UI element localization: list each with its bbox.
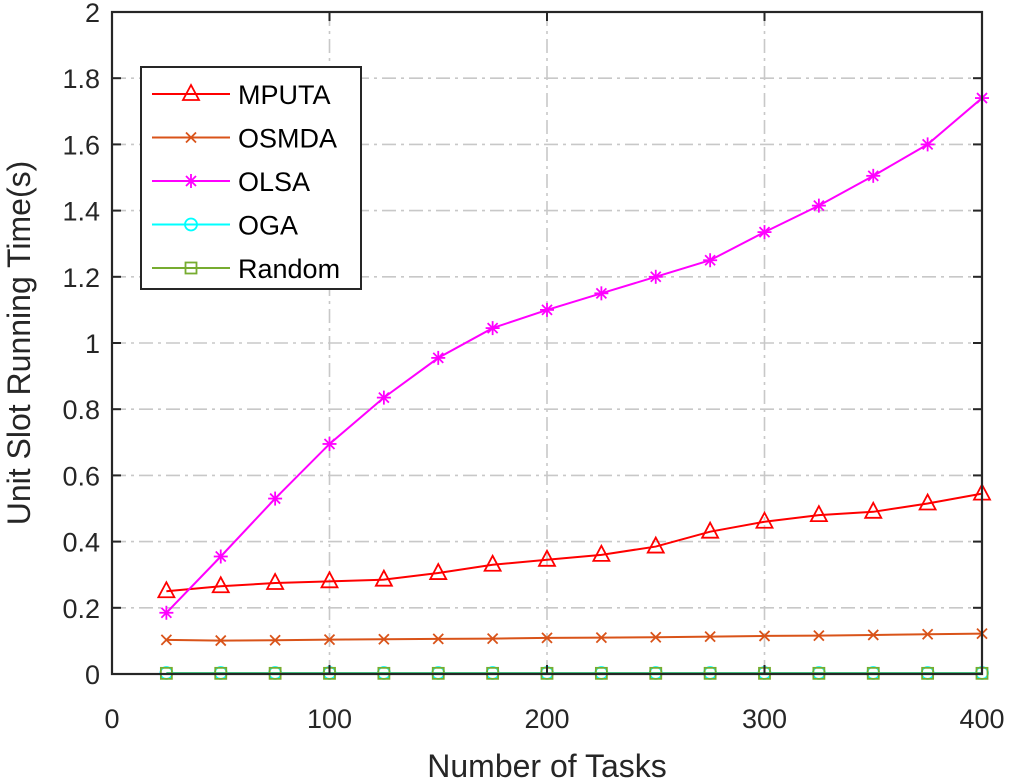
y-tick-label: 0.8 (62, 395, 100, 425)
legend: MPUTA OSMDA OLSA OGA Random (140, 66, 362, 290)
data-point-olsa (648, 269, 663, 284)
data-point-mputa (646, 535, 666, 554)
y-tick-label: 2 (85, 0, 100, 28)
y-tick-label: 0.4 (62, 528, 100, 558)
data-point-mputa (428, 562, 448, 580)
legend-marker-mputa (181, 83, 201, 101)
data-point-osmda (921, 628, 934, 640)
legend-marker-oga (184, 217, 198, 232)
y-tick-label: 0 (85, 660, 100, 690)
x-tick-label: 300 (742, 704, 787, 734)
data-point-mputa (483, 553, 503, 572)
x-tick-label: 0 (104, 704, 119, 734)
y-tick-label: 1.4 (62, 197, 100, 227)
x-tick-label: 400 (959, 704, 1004, 734)
data-point-osmda (432, 633, 444, 645)
data-point-olsa (376, 390, 391, 405)
data-point-olsa (159, 605, 174, 620)
y-tick-label: 1.6 (62, 130, 100, 160)
y-tick-label: 1.8 (62, 64, 100, 94)
data-point-osmda (323, 633, 336, 646)
data-point-mputa (320, 570, 339, 589)
data-point-osmda (215, 634, 227, 647)
legend-marker-olsa (184, 174, 198, 188)
data-point-osmda (758, 630, 771, 642)
legend-label-olsa: OLSA (238, 167, 310, 197)
legend-label-random: Random (238, 254, 340, 284)
data-point-osmda (704, 630, 716, 643)
y-tick-label: 0.2 (62, 594, 100, 624)
data-point-mputa (809, 504, 829, 523)
legend-label-osmda: OSMDA (238, 124, 337, 154)
data-point-osmda (650, 631, 662, 643)
data-point-olsa (485, 321, 500, 336)
data-point-mputa (918, 492, 938, 511)
data-point-osmda (160, 634, 173, 646)
data-point-osmda (269, 634, 281, 646)
data-point-olsa (268, 491, 283, 506)
x-tick-label: 100 (307, 704, 352, 734)
data-point-osmda (867, 629, 879, 641)
y-tick-label: 1.2 (62, 263, 100, 293)
data-point-olsa (594, 286, 609, 301)
series-line-osmda (166, 632, 983, 642)
data-point-osmda (486, 632, 499, 645)
legend-label-mputa: MPUTA (238, 80, 331, 110)
series-line-mputa (166, 492, 983, 593)
legend-marker-random (184, 261, 198, 275)
data-point-mputa (863, 500, 883, 519)
data-point-mputa (211, 575, 231, 594)
x-tick-label: 200 (524, 704, 569, 734)
legend-marker-osmda (185, 131, 197, 144)
x-axis-title: Number of Tasks (427, 748, 667, 780)
data-point-osmda (813, 629, 825, 642)
data-point-mputa (374, 568, 394, 587)
data-point-olsa (213, 549, 228, 564)
data-point-osmda (378, 633, 390, 645)
data-point-olsa (322, 436, 337, 451)
data-point-mputa (755, 510, 774, 529)
y-axis-title: Unit Slot Running Time(s) (1, 161, 37, 526)
data-point-mputa (591, 543, 611, 562)
y-tick-label: 1 (85, 329, 100, 359)
data-point-mputa (265, 572, 285, 590)
legend-label-oga: OGA (238, 211, 298, 241)
data-point-mputa (156, 580, 176, 599)
legend-box (140, 66, 362, 290)
ticks: 0 100 200 300 400 0 0.2 0.4 0.6 0.8 1 1.2 1.4 1.6 1.8 2 (62, 0, 1004, 734)
data-point-olsa (757, 225, 772, 240)
data-point-olsa (703, 253, 718, 268)
data-point-olsa (540, 302, 554, 317)
y-tick-label: 0.6 (62, 461, 100, 491)
data-point-osmda (541, 632, 553, 644)
data-point-mputa (700, 520, 720, 539)
data-point-olsa (431, 350, 446, 365)
data-point-olsa (920, 137, 935, 152)
data-point-mputa (537, 548, 557, 567)
data-point-olsa (811, 198, 826, 213)
data-point-osmda (595, 631, 608, 644)
series-line-olsa (165, 97, 983, 614)
data-point-olsa (866, 168, 881, 183)
